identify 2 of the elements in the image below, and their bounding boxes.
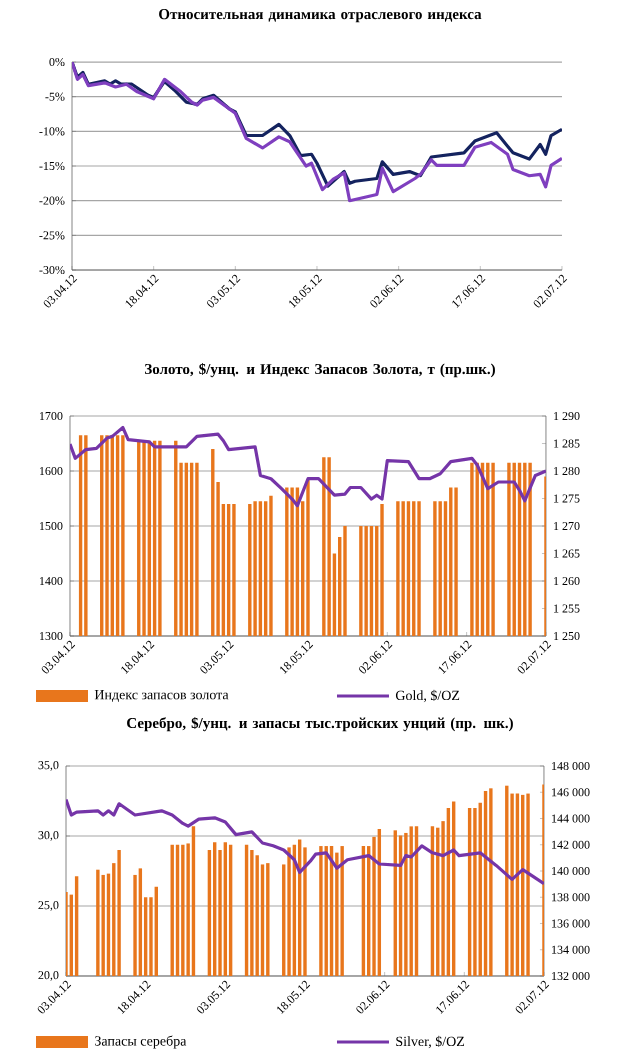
line-series: [70, 425, 546, 508]
line-series: [66, 798, 544, 886]
